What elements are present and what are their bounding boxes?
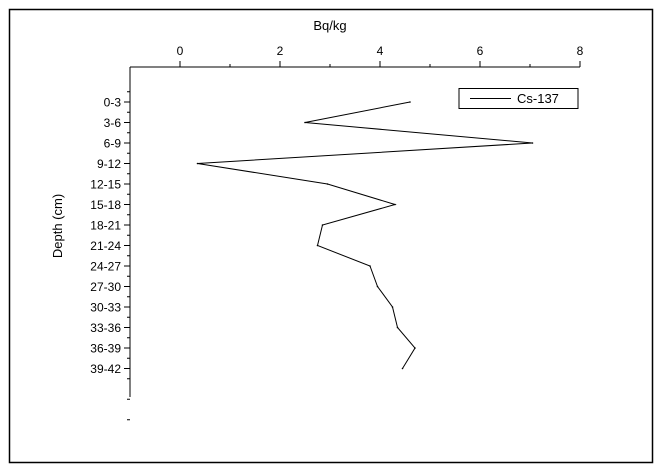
y-tick-label: 15-18: [90, 198, 121, 212]
y-axis-ticks: 0-3 3-6 6-9 9-12 12-15 15-18 18-21 21-24 24-27 27…: [90, 91, 130, 421]
legend: Cs-137: [458, 88, 579, 109]
x-axis-ticks: 0 2 4 6 8: [177, 44, 584, 67]
data-point: [326, 183, 329, 185]
series-line-cs137: [197, 101, 533, 369]
data-point: [401, 367, 404, 370]
legend-box: [458, 88, 579, 109]
data-point: [414, 347, 416, 349]
y-tick-label: 21-24: [90, 239, 121, 253]
y-tick-label: 30-33: [90, 301, 121, 315]
x-tick-label: 2: [277, 44, 284, 58]
data-point: [531, 142, 534, 144]
data-point: [196, 162, 199, 165]
y-tick-label: 36-39: [90, 342, 121, 356]
data-point: [304, 121, 306, 124]
data-point: [391, 306, 394, 308]
outer-border: [8, 8, 654, 464]
legend-label-cs137: Cs-137: [517, 91, 559, 106]
data-point: [369, 265, 371, 267]
data-point: [396, 326, 399, 329]
data-point: [316, 244, 319, 247]
data-point: [409, 101, 411, 103]
data-point: [376, 285, 379, 288]
y-tick-label: 27-30: [90, 280, 121, 294]
x-tick-label: 8: [577, 44, 584, 58]
y-tick-label: 9-12: [97, 157, 121, 171]
y-tick-label: 12-15: [90, 178, 121, 192]
data-point: [321, 224, 324, 226]
y-tick-label: 24-27: [90, 260, 121, 274]
y-tick-label: 33-36: [90, 321, 121, 335]
y-tick-label: 39-42: [90, 362, 121, 376]
y-axis-title: Depth (cm): [50, 194, 65, 258]
x-tick-label: 6: [477, 44, 484, 58]
y-tick-label: 18-21: [90, 219, 121, 233]
x-tick-label: 4: [377, 44, 384, 58]
y-tick-label: 3-6: [104, 116, 122, 130]
data-point: [394, 203, 396, 206]
x-axis-title: Bq/kg: [313, 18, 346, 33]
x-tick-label: 0: [177, 44, 184, 58]
y-tick-label: 0-3: [104, 96, 122, 110]
y-tick-label: 6-9: [104, 137, 122, 151]
series-layer: [196, 101, 534, 370]
